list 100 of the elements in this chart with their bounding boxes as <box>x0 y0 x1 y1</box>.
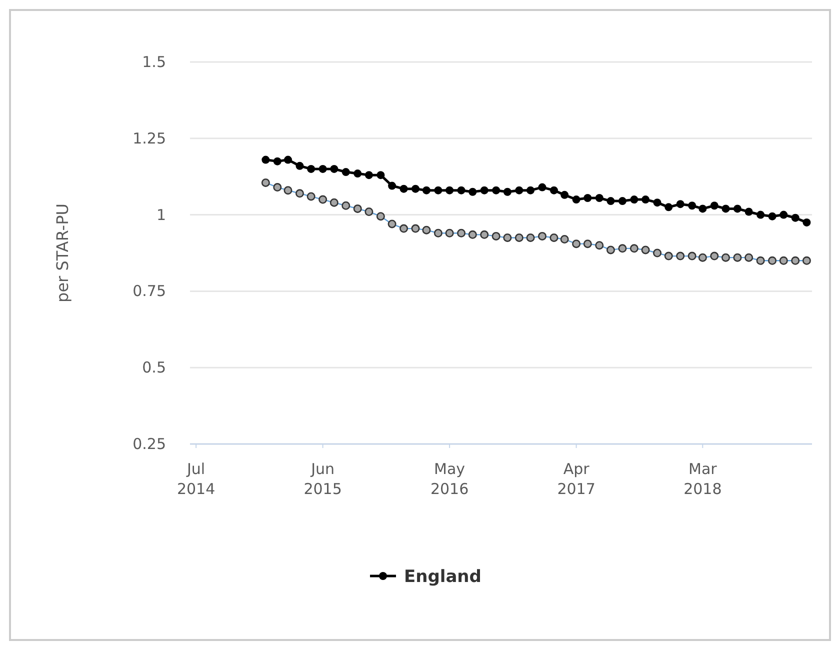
point <box>330 164 338 173</box>
point <box>354 170 362 178</box>
point <box>468 230 477 239</box>
y-tick-label: 1 <box>156 206 166 224</box>
point <box>388 220 396 228</box>
point <box>791 256 800 265</box>
point <box>422 186 430 194</box>
point <box>791 214 800 222</box>
point <box>388 182 396 190</box>
point <box>457 186 466 194</box>
point <box>457 228 466 238</box>
point <box>468 188 477 196</box>
point <box>330 198 338 207</box>
y-tick-label: 1.25 <box>132 129 166 148</box>
point <box>273 183 282 192</box>
x-tick-label: May 2016 <box>430 460 469 498</box>
x-tick-label: Jun 2015 <box>304 460 342 498</box>
point <box>550 186 558 194</box>
point <box>538 183 546 192</box>
point <box>595 241 604 250</box>
point <box>802 218 811 226</box>
point <box>446 186 454 194</box>
point <box>606 197 615 206</box>
point <box>560 190 569 199</box>
point <box>710 252 719 260</box>
point <box>606 246 615 254</box>
point <box>630 196 638 204</box>
point <box>664 203 673 212</box>
point <box>768 212 776 220</box>
point <box>526 186 535 194</box>
point <box>722 204 730 213</box>
point <box>584 194 592 202</box>
point <box>342 201 350 210</box>
point <box>572 196 580 204</box>
point <box>273 157 282 166</box>
point <box>492 232 500 240</box>
x-tick-label: Apr 2017 <box>557 460 596 498</box>
point <box>744 208 753 216</box>
point <box>641 246 650 254</box>
point <box>261 178 270 187</box>
point <box>445 228 454 238</box>
point <box>503 233 512 242</box>
point <box>698 204 707 213</box>
point <box>780 210 788 219</box>
point <box>284 156 292 164</box>
point <box>434 228 442 238</box>
point <box>595 194 604 202</box>
point <box>653 248 662 258</box>
point <box>364 171 373 180</box>
y-tick-label: 1.5 <box>142 53 166 71</box>
point <box>618 244 627 253</box>
point <box>756 256 765 265</box>
point <box>768 256 777 265</box>
y-tick-label: 0.75 <box>132 282 166 300</box>
point <box>503 188 512 196</box>
point <box>306 192 316 201</box>
point <box>779 256 788 265</box>
point <box>688 252 696 260</box>
x-tick-label: Jul 2014 <box>176 460 216 498</box>
y-axis-title: per STAR-PU <box>53 204 72 302</box>
point <box>422 226 431 234</box>
point <box>676 200 684 208</box>
point <box>642 196 650 204</box>
point <box>721 253 730 262</box>
point <box>526 233 535 242</box>
point <box>480 186 488 194</box>
y-tick-label: 0.5 <box>142 358 166 377</box>
point <box>676 252 685 260</box>
y-tick-label: 0.25 <box>132 435 166 453</box>
point <box>411 224 420 233</box>
point <box>434 186 442 194</box>
point <box>733 253 742 262</box>
point <box>583 240 592 248</box>
point <box>295 189 304 198</box>
point <box>515 186 524 194</box>
point <box>653 198 662 207</box>
point <box>710 202 718 210</box>
point <box>560 235 569 244</box>
point <box>284 186 292 195</box>
point <box>318 195 328 204</box>
point <box>353 204 362 213</box>
legend-label: England <box>404 567 482 587</box>
point <box>400 224 408 233</box>
point <box>802 256 811 265</box>
point <box>342 168 350 176</box>
point <box>698 253 707 262</box>
point <box>376 171 385 180</box>
point <box>318 164 327 173</box>
point <box>480 230 489 239</box>
point <box>514 233 524 242</box>
point <box>688 202 696 210</box>
point <box>364 208 374 216</box>
point <box>756 210 765 219</box>
point <box>307 164 316 173</box>
point <box>262 156 270 164</box>
point <box>492 186 500 194</box>
point <box>400 184 408 193</box>
point <box>744 253 754 262</box>
point <box>550 233 558 242</box>
point <box>572 240 581 248</box>
